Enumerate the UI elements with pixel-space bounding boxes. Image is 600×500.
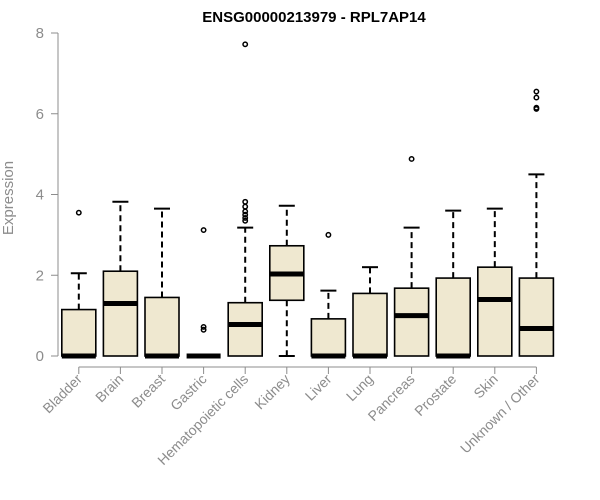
iqr-box	[310, 318, 347, 357]
outlier-point	[242, 211, 249, 218]
outlier-point	[408, 156, 415, 162]
iqr-box	[476, 266, 513, 357]
x-tick-label: Kidney	[251, 371, 293, 413]
y-tick-label: 6	[36, 106, 44, 123]
iqr-box	[518, 277, 555, 357]
y-tick-label: 2	[36, 267, 44, 284]
box-group	[518, 88, 555, 357]
chart-title: ENSG00000213979 - RPL7AP14	[202, 9, 426, 26]
x-tick-label: Breast	[128, 371, 168, 411]
iqr-box	[227, 301, 263, 357]
outlier-point	[242, 198, 249, 205]
outlier-point	[242, 214, 249, 221]
outlier-point	[242, 208, 249, 215]
outlier-point	[200, 227, 207, 233]
y-tick-label: 8	[36, 25, 44, 42]
box-group	[144, 207, 180, 359]
y-axis: 0 2 4 6 8	[36, 25, 59, 365]
outlier-point	[75, 209, 82, 216]
box-group	[476, 207, 513, 357]
x-tick-label: Liver	[302, 371, 335, 404]
y-tick-label: 4	[36, 187, 44, 204]
iqr-box	[102, 270, 139, 357]
x-tick-label: Unknown / Other	[457, 371, 543, 457]
outlier-point	[325, 231, 332, 238]
iqr-box	[435, 277, 472, 357]
box-group	[186, 227, 221, 359]
box-group	[268, 204, 305, 357]
iqr-box	[352, 292, 388, 357]
box-group	[102, 200, 139, 357]
box-group	[60, 209, 97, 359]
outlier-point	[200, 326, 207, 333]
outlier-point	[533, 94, 540, 101]
x-tick-label: Prostate	[411, 371, 459, 419]
outlier-point	[242, 203, 249, 210]
outlier-point	[242, 41, 249, 48]
y-axis-label: Expression	[0, 161, 17, 235]
y-tick-label: 0	[36, 348, 44, 365]
iqr-box	[393, 287, 430, 357]
outlier-point	[533, 88, 540, 95]
box-group	[393, 156, 430, 357]
iqr-box	[144, 296, 180, 357]
x-tick-label: Brain	[92, 371, 126, 405]
box-group	[435, 209, 472, 359]
x-tick-label: Lung	[343, 371, 376, 404]
box-series	[60, 41, 555, 359]
box-group	[310, 231, 347, 359]
outlier-point	[200, 323, 207, 330]
iqr-box	[60, 308, 97, 357]
x-tick-label: Bladder	[39, 371, 85, 417]
box-group	[227, 41, 263, 357]
outlier-point	[242, 217, 249, 224]
box-group	[352, 266, 388, 359]
outlier-point	[533, 104, 540, 111]
x-tick-label: Skin	[470, 371, 501, 402]
